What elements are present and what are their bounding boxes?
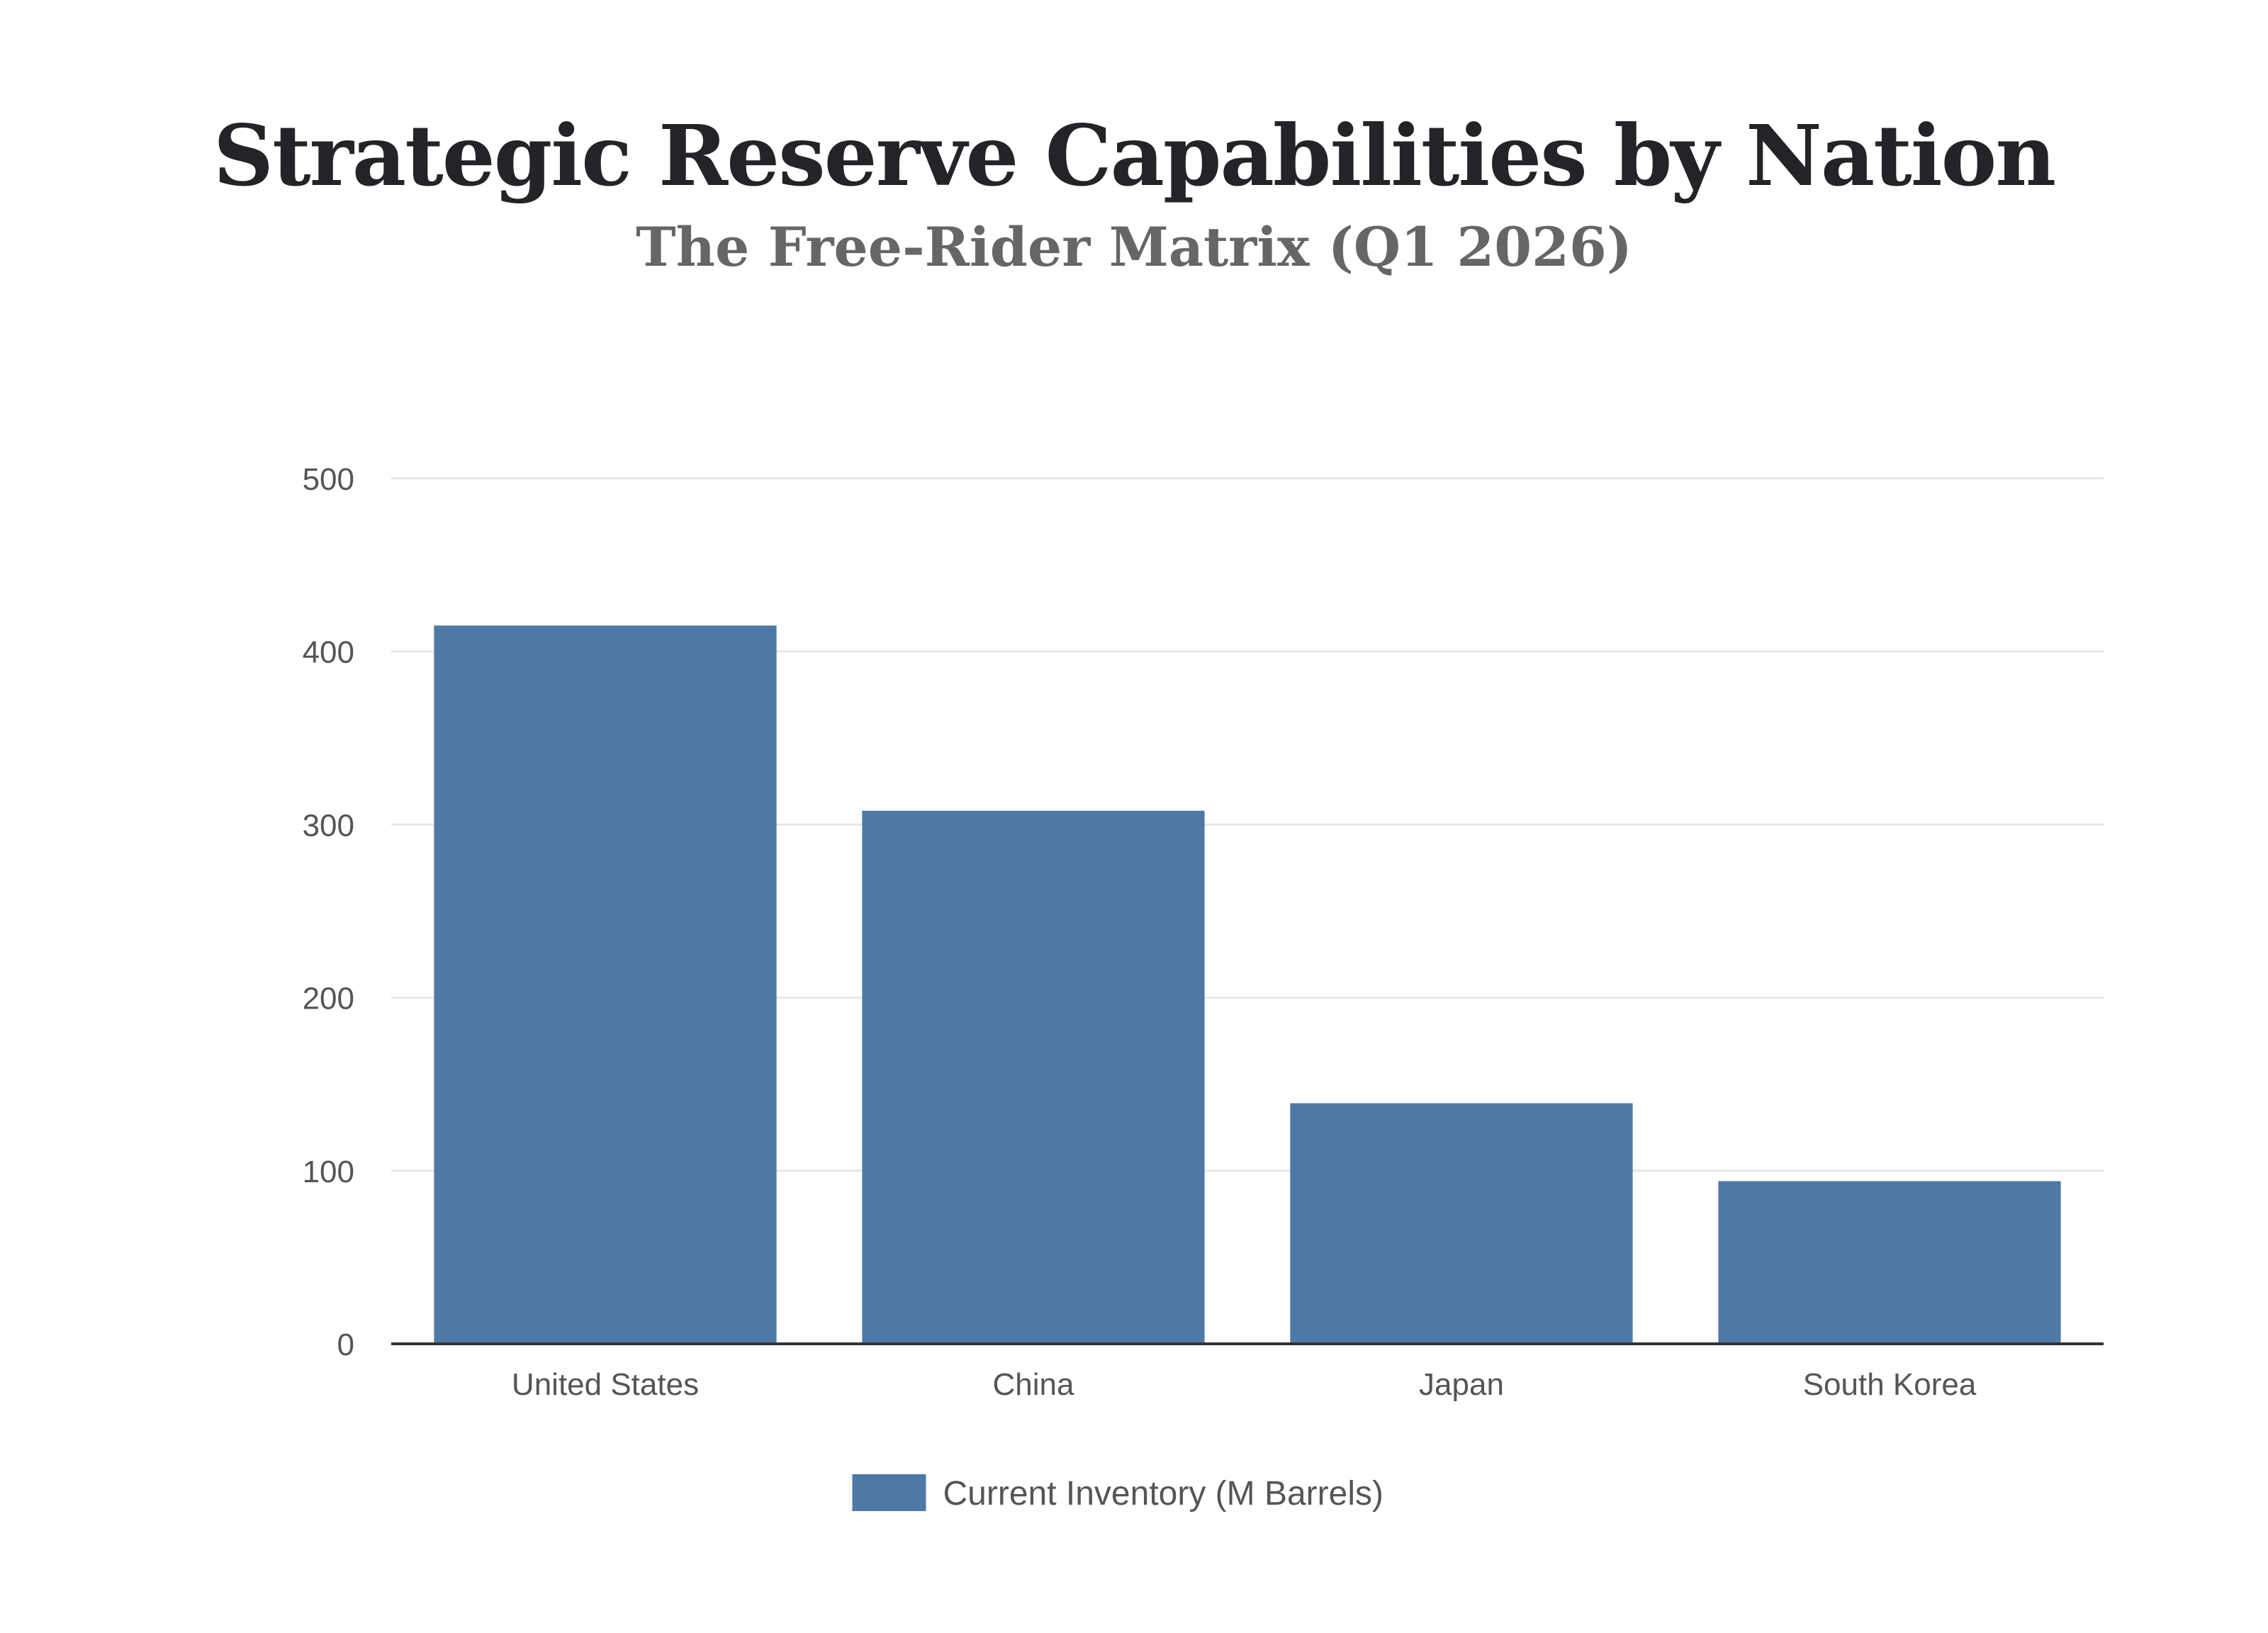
x-tick-label-united-states: United States <box>512 1367 699 1402</box>
bar-south-korea <box>1718 1181 2061 1344</box>
y-tick-label-0: 0 <box>337 1328 354 1362</box>
legend-swatch <box>852 1474 926 1511</box>
chart-subtitle: The Free-Rider Matrix (Q1 2026) <box>636 215 1632 279</box>
y-tick-label-200: 200 <box>303 982 354 1016</box>
bar-china <box>862 810 1205 1344</box>
bar-layer <box>434 625 2061 1344</box>
axis-layer: 0 100 200 300 400 500 United States China Japan S… <box>303 462 2104 1402</box>
y-tick-label-400: 400 <box>303 635 354 670</box>
x-tick-label-japan: Japan <box>1419 1367 1504 1402</box>
chart-title: Strategic Reserve Capabilities by Nation <box>213 106 2056 205</box>
y-tick-label-500: 500 <box>303 462 354 497</box>
legend: Current Inventory (M Barrels) <box>852 1474 1384 1513</box>
y-tick-label-100: 100 <box>303 1155 354 1189</box>
bar-japan <box>1290 1103 1633 1344</box>
x-tick-label-south-korea: South Korea <box>1803 1367 1977 1402</box>
x-tick-label-china: China <box>993 1367 1074 1402</box>
y-tick-label-300: 300 <box>303 808 354 843</box>
bar-united-states <box>434 625 777 1344</box>
legend-label: Current Inventory (M Barrels) <box>943 1475 1384 1513</box>
